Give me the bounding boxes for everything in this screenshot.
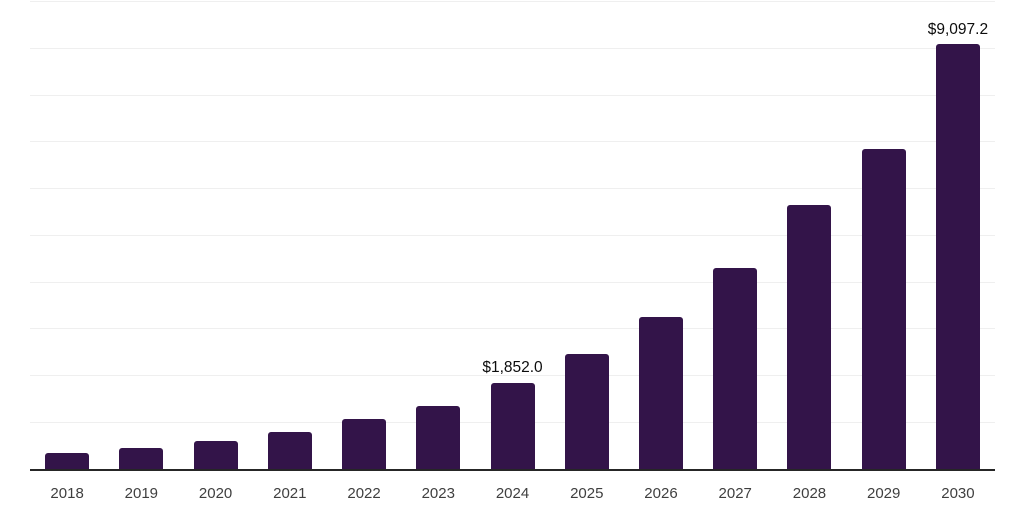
bar-slot-2021 <box>253 2 327 470</box>
x-tick-label-2018: 2018 <box>50 485 84 502</box>
bar-slot-2030: $9,097.2 <box>921 2 995 470</box>
bar-2025 <box>564 354 609 470</box>
x-tick-label-2026: 2026 <box>644 485 678 502</box>
bar-slot-2029 <box>847 2 921 470</box>
bar-2018 <box>45 452 90 470</box>
gridline-6000 <box>30 188 995 189</box>
bar-2029 <box>861 149 906 470</box>
bar-slot-2023 <box>401 2 475 470</box>
bar-2024 <box>490 382 535 470</box>
gridline-5000 <box>30 234 995 236</box>
gridline-2000 <box>30 375 995 376</box>
x-tick-label-2020: 2020 <box>198 485 233 502</box>
bar-2022 <box>342 419 387 470</box>
bars: $1,852.0 $9,097.2 <box>30 2 995 470</box>
x-tick-label-2028: 2028 <box>792 485 827 502</box>
bar-slot-2019 <box>104 2 178 470</box>
bar-2028 <box>787 204 832 470</box>
x-axis-line <box>30 468 995 471</box>
x-tick-label-2023: 2023 <box>421 485 455 502</box>
bar-2026 <box>638 317 683 470</box>
bar-2021 <box>267 431 312 470</box>
bar-slot-2020 <box>178 2 252 470</box>
value-label-2024: $1,852.0 <box>482 359 543 377</box>
gridline-7000 <box>30 141 995 143</box>
gridline-9000 <box>30 47 995 49</box>
gridline-4000 <box>30 281 995 283</box>
x-tick-label-2019: 2019 <box>124 485 159 502</box>
x-tick-label-2029: 2029 <box>867 485 901 502</box>
x-axis-labels: 2018 2019 2020 2021 2022 2023 2024 2025 2026 2027… <box>30 485 995 502</box>
bar-2027 <box>713 268 758 470</box>
x-tick-label-2027: 2027 <box>718 485 752 502</box>
gridline-8000 <box>30 94 995 96</box>
bar-2019 <box>119 447 164 470</box>
x-tick-label-2021: 2021 <box>273 485 307 502</box>
value-label-2030: $9,097.2 <box>927 20 989 38</box>
bar-slot-2022 <box>327 2 401 470</box>
x-tick-label-2030: 2030 <box>941 485 975 502</box>
bar-2023 <box>416 405 461 470</box>
gridline-10000 <box>30 1 995 2</box>
bar-2030 <box>935 44 980 470</box>
gridline-3000 <box>30 328 995 330</box>
bar-slot-2027 <box>698 2 772 470</box>
x-tick-label-2025: 2025 <box>570 485 604 502</box>
bar-slot-2024: $1,852.0 <box>475 2 549 470</box>
bar-2020 <box>193 440 238 470</box>
x-tick-label-2022: 2022 <box>347 485 381 502</box>
bar-slot-2018 <box>30 2 104 470</box>
bar-slot-2025 <box>550 2 624 470</box>
x-tick-label-2024: 2024 <box>495 485 530 502</box>
plot-area: $1,852.0 $9,097.2 <box>30 1 995 471</box>
bar-slot-2028 <box>772 2 846 470</box>
bar-slot-2026 <box>624 2 698 470</box>
